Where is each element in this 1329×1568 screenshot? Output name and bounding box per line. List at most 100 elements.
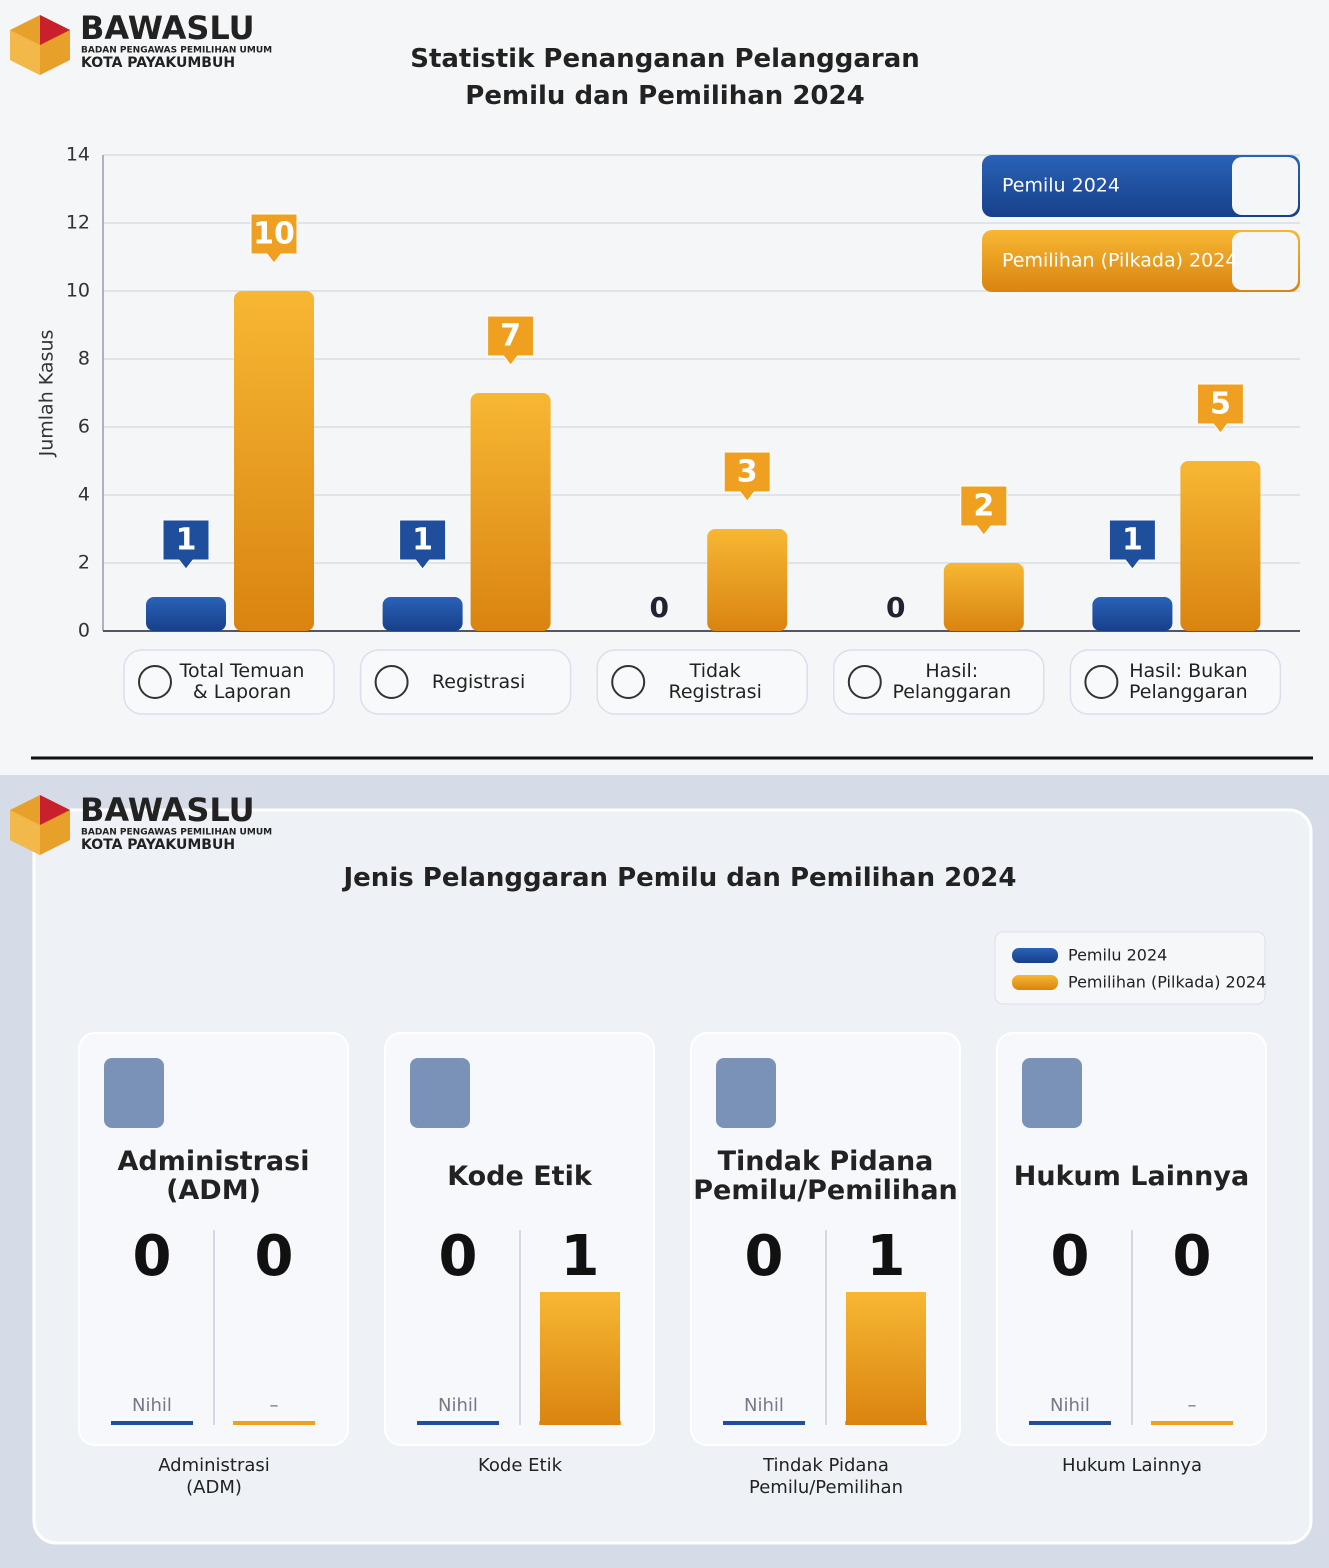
value-marker	[1108, 519, 1156, 570]
value-label: 0	[255, 1224, 294, 1289]
card-heading: Tindak Pidana Pemilu/Pemilihan	[693, 1146, 958, 1206]
zero-label: Nihil	[132, 1395, 172, 1416]
value-marker	[250, 213, 298, 264]
legend-swatch	[982, 230, 1300, 292]
value-label: 2	[973, 489, 994, 524]
card-caption: Hukum Lainnya	[1061, 1455, 1203, 1476]
logo-subtitle: BADAN PENGAWAS PEMILIHAN UMUM	[81, 828, 272, 838]
value-label: 0	[133, 1224, 172, 1289]
value-label: 1	[1122, 523, 1143, 558]
card-icon	[410, 1058, 470, 1128]
bar	[943, 563, 1024, 631]
card-caption: Kode Etik	[478, 1455, 562, 1476]
value-label: 3	[737, 455, 758, 490]
legend-label: Pemilihan (Pilkada) 2024	[1068, 973, 1266, 992]
legend-swatch	[1012, 948, 1058, 963]
value-label: 1	[561, 1224, 600, 1289]
value-label: 7	[500, 319, 521, 354]
category-label: Hasil: Pelanggaran	[892, 660, 1012, 703]
value-label: 1	[176, 523, 197, 558]
panel	[32, 808, 1313, 1545]
legend-label: Pemilu 2024	[1002, 175, 1120, 197]
zero-label: Nihil	[744, 1395, 784, 1416]
logo-region: KOTA PAYAKUMBUH	[81, 55, 235, 71]
value-marker	[723, 451, 771, 502]
top-bg	[0, 0, 1329, 775]
category-pill	[123, 649, 335, 715]
category-label: Tidak Registrasi	[668, 660, 762, 703]
category-icon	[1084, 665, 1119, 699]
value-label: 0	[439, 1224, 478, 1289]
legend-label: Pemilu 2024	[1068, 946, 1167, 965]
chart-title: Statistik Penanganan Pelanggaran Pemilu …	[410, 44, 920, 111]
legend-box	[994, 931, 1266, 1005]
category-icon	[138, 665, 172, 699]
value-marker	[487, 315, 535, 366]
category-pill	[596, 649, 808, 715]
bar	[1180, 461, 1261, 631]
value-marker	[1196, 383, 1244, 434]
bar	[146, 597, 226, 631]
y-tick-label: 8	[78, 348, 90, 370]
bar	[707, 529, 788, 631]
card-icon	[104, 1058, 164, 1128]
category-pill	[359, 649, 572, 715]
y-tick-label: 2	[78, 552, 90, 574]
zero-label: –	[1188, 1395, 1197, 1416]
category-label: Hasil: Bukan Pelanggaran	[1129, 660, 1248, 703]
category-pill	[1069, 649, 1282, 715]
category-pill	[833, 649, 1045, 715]
card-icon	[1022, 1058, 1082, 1128]
bar	[1092, 597, 1173, 631]
zero-label: Nihil	[438, 1395, 478, 1416]
card-icon	[716, 1058, 776, 1128]
card-heading: Kode Etik	[447, 1160, 592, 1192]
value-label: 0	[745, 1224, 784, 1289]
y-tick-label: 0	[78, 620, 90, 642]
y-tick-label: 6	[78, 416, 90, 438]
legend-swatch	[982, 155, 1300, 217]
y-tick-label: 14	[66, 144, 90, 166]
legend-icon-box	[1232, 157, 1298, 215]
logo-subtitle: BADAN PENGAWAS PEMILIHAN UMUM	[81, 46, 272, 56]
y-axis-label: Jumlah Kasus	[36, 330, 58, 458]
category-label: Registrasi	[431, 670, 526, 693]
legend-swatch	[1012, 975, 1058, 990]
value-marker	[960, 485, 1008, 536]
bar	[234, 291, 314, 631]
value-marker	[162, 519, 210, 570]
category-icon	[847, 665, 882, 699]
value-label: 5	[1210, 387, 1231, 422]
card-caption: Tindak Pidana Pemilu/Pemilihan	[749, 1455, 903, 1498]
value-label: 0	[886, 591, 905, 624]
category-icon	[374, 665, 409, 699]
value-label: 1	[867, 1224, 906, 1289]
value-label: 10	[253, 217, 295, 252]
chart-title: Jenis Pelanggaran Pemilu dan Pemilihan 2…	[343, 863, 1017, 893]
card-caption: Administrasi (ADM)	[158, 1455, 270, 1498]
value-marker	[399, 519, 447, 570]
logo-name: BAWASLU	[80, 9, 255, 47]
zero-label: –	[270, 1395, 279, 1416]
y-tick-label: 4	[78, 484, 90, 506]
category-icon	[611, 665, 646, 699]
bar	[846, 1292, 926, 1425]
legend-label: Pemilihan (Pilkada) 2024	[1002, 250, 1237, 272]
value-label: 0	[1173, 1224, 1212, 1289]
zero-label: Nihil	[1050, 1395, 1090, 1416]
y-tick-label: 12	[66, 212, 90, 234]
logo-region: KOTA PAYAKUMBUH	[81, 837, 235, 853]
value-label: 0	[649, 591, 668, 624]
bar	[382, 597, 463, 631]
bar	[540, 1292, 620, 1425]
card-heading: Hukum Lainnya	[1013, 1160, 1250, 1192]
logo-mark	[10, 15, 70, 855]
y-tick-label: 10	[66, 280, 90, 302]
legend-icon-box	[1232, 232, 1298, 290]
card-heading: Administrasi (ADM)	[117, 1146, 310, 1206]
value-label: 1	[412, 523, 433, 558]
category-label: Total Temuan & Laporan	[179, 660, 305, 703]
bar	[470, 393, 551, 631]
value-label: 0	[1051, 1224, 1090, 1289]
